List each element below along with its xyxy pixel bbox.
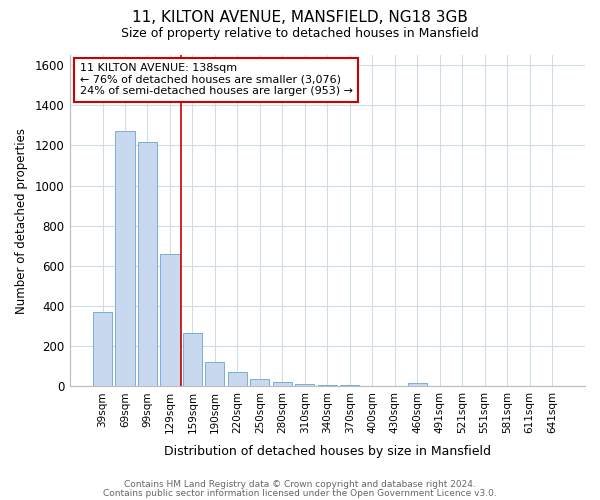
X-axis label: Distribution of detached houses by size in Mansfield: Distribution of detached houses by size … bbox=[164, 444, 491, 458]
Bar bbox=[250, 380, 269, 386]
Bar bbox=[295, 384, 314, 386]
Bar bbox=[183, 333, 202, 386]
Text: Contains HM Land Registry data © Crown copyright and database right 2024.: Contains HM Land Registry data © Crown c… bbox=[124, 480, 476, 489]
Bar bbox=[407, 384, 427, 386]
Text: Contains public sector information licensed under the Open Government Licence v3: Contains public sector information licen… bbox=[103, 488, 497, 498]
Bar bbox=[115, 132, 134, 386]
Text: 11 KILTON AVENUE: 138sqm
← 76% of detached houses are smaller (3,076)
24% of sem: 11 KILTON AVENUE: 138sqm ← 76% of detach… bbox=[80, 64, 353, 96]
Bar bbox=[93, 312, 112, 386]
Bar bbox=[138, 142, 157, 386]
Bar bbox=[228, 372, 247, 386]
Bar bbox=[273, 382, 292, 386]
Bar bbox=[160, 254, 179, 386]
Y-axis label: Number of detached properties: Number of detached properties bbox=[15, 128, 28, 314]
Text: Size of property relative to detached houses in Mansfield: Size of property relative to detached ho… bbox=[121, 28, 479, 40]
Text: 11, KILTON AVENUE, MANSFIELD, NG18 3GB: 11, KILTON AVENUE, MANSFIELD, NG18 3GB bbox=[132, 10, 468, 25]
Bar bbox=[205, 362, 224, 386]
